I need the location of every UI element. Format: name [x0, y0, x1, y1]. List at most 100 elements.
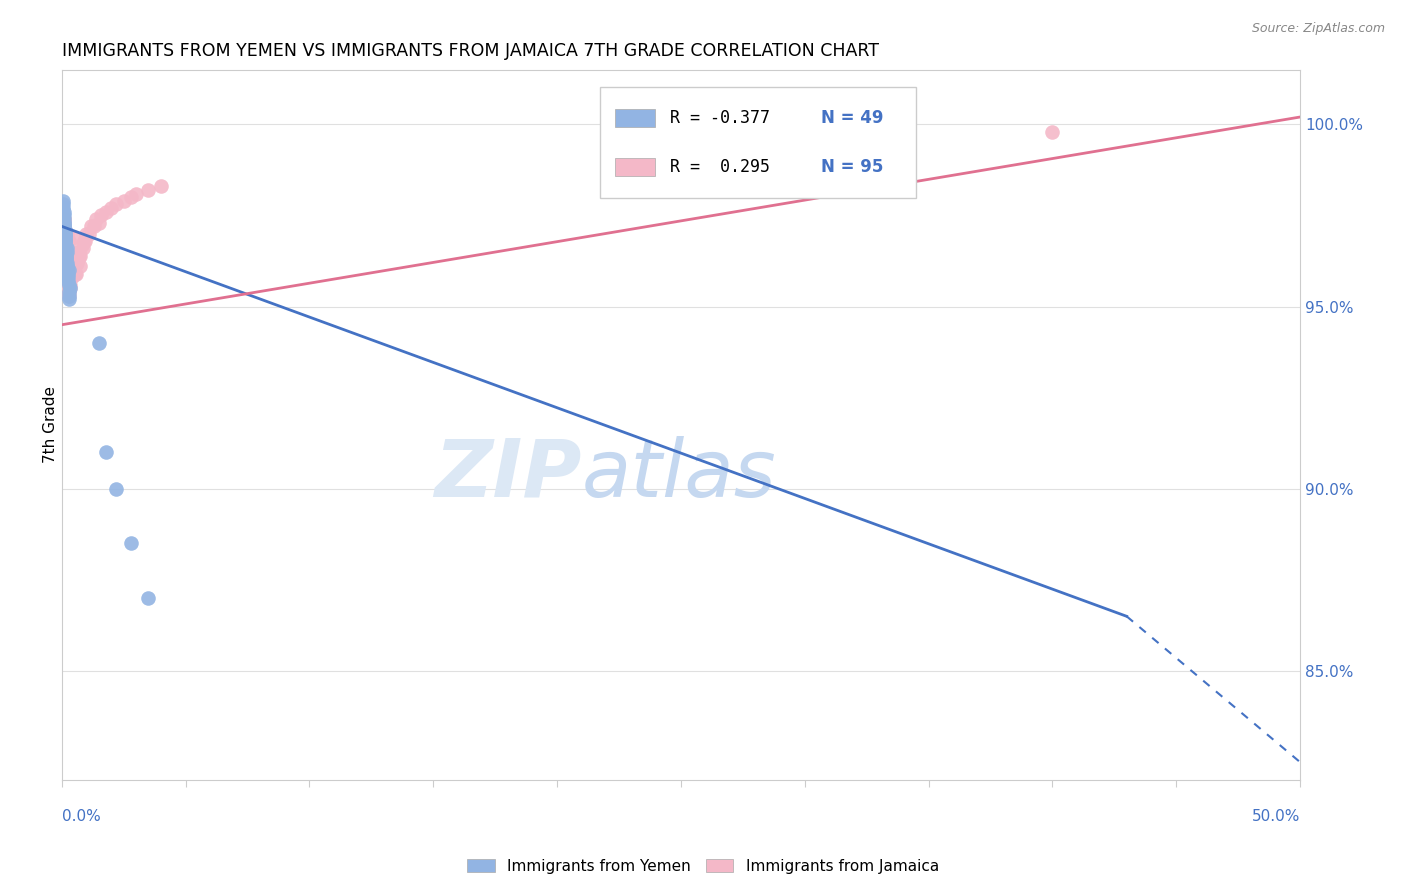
Point: [65, 267, 87, 281]
Point: [112, 194, 135, 208]
Point: [62, 260, 84, 274]
Text: N = 49: N = 49: [821, 109, 884, 128]
Point: [62, 263, 84, 277]
Point: [69, 260, 91, 274]
Point: [80, 219, 103, 234]
Point: [86, 212, 108, 227]
Point: [56, 270, 79, 285]
Point: [58, 248, 80, 262]
Point: [100, 201, 122, 215]
Point: [120, 190, 142, 204]
Point: [125, 186, 148, 201]
Point: [55, 237, 77, 252]
Point: [1040, 125, 1063, 139]
Point: [56, 274, 79, 288]
Point: [53, 223, 76, 237]
Point: [55, 244, 77, 259]
Point: [87, 336, 110, 351]
Point: [58, 288, 80, 302]
Point: [56, 263, 79, 277]
Y-axis label: 7th Grade: 7th Grade: [44, 386, 58, 464]
Point: [56, 248, 79, 262]
Point: [66, 252, 89, 267]
Point: [53, 216, 76, 230]
Point: [58, 263, 80, 277]
Point: [53, 234, 76, 248]
Point: [56, 267, 79, 281]
Point: [55, 234, 77, 248]
Point: [52, 216, 75, 230]
Point: [75, 234, 97, 248]
Point: [58, 270, 80, 285]
Point: [53, 234, 76, 248]
Point: [90, 209, 112, 223]
Point: [55, 230, 77, 244]
Point: [59, 256, 82, 270]
Point: [56, 256, 79, 270]
Point: [55, 237, 77, 252]
Point: [55, 234, 77, 248]
Point: [55, 252, 77, 267]
Point: [87, 216, 110, 230]
Text: R =  0.295: R = 0.295: [669, 158, 769, 176]
Point: [53, 212, 76, 227]
Point: [52, 194, 75, 208]
Point: [60, 270, 83, 285]
Text: ZIP: ZIP: [434, 435, 582, 514]
Point: [55, 248, 77, 262]
Point: [52, 219, 75, 234]
Text: 50.0%: 50.0%: [1251, 809, 1301, 824]
Point: [55, 234, 77, 248]
Point: [53, 230, 76, 244]
Point: [53, 223, 76, 237]
Point: [70, 237, 93, 252]
Point: [69, 248, 91, 262]
Point: [55, 248, 77, 262]
Point: [52, 212, 75, 227]
Point: [53, 223, 76, 237]
Point: [56, 267, 79, 281]
Point: [56, 274, 79, 288]
Point: [59, 281, 82, 295]
Point: [56, 260, 79, 274]
Point: [55, 252, 77, 267]
Point: [67, 248, 90, 262]
Point: [55, 256, 77, 270]
Point: [55, 227, 77, 241]
Point: [56, 270, 79, 285]
Point: [55, 237, 77, 252]
Point: [53, 227, 76, 241]
Point: [52, 209, 75, 223]
Point: [59, 281, 82, 295]
Point: [52, 216, 75, 230]
Point: [55, 241, 77, 255]
Point: [96, 204, 118, 219]
Point: [62, 252, 84, 267]
Point: [149, 179, 172, 194]
Point: [55, 252, 77, 267]
Point: [55, 244, 77, 259]
Point: [56, 244, 79, 259]
Point: [138, 591, 160, 605]
Text: R = -0.377: R = -0.377: [669, 109, 769, 128]
Point: [60, 263, 83, 277]
Point: [55, 256, 77, 270]
Text: N = 95: N = 95: [821, 158, 884, 176]
Point: [96, 445, 118, 459]
Point: [52, 212, 75, 227]
Text: 0.0%: 0.0%: [62, 809, 100, 824]
Point: [58, 270, 80, 285]
Point: [105, 482, 128, 496]
Point: [53, 223, 76, 237]
Point: [53, 227, 76, 241]
Point: [58, 281, 80, 295]
Point: [53, 223, 76, 237]
Point: [63, 256, 86, 270]
Point: [56, 270, 79, 285]
Point: [138, 183, 160, 197]
Point: [65, 260, 87, 274]
Point: [55, 248, 77, 262]
Point: [55, 248, 77, 262]
Text: IMMIGRANTS FROM YEMEN VS IMMIGRANTS FROM JAMAICA 7TH GRADE CORRELATION CHART: IMMIGRANTS FROM YEMEN VS IMMIGRANTS FROM…: [62, 42, 879, 60]
Text: Source: ZipAtlas.com: Source: ZipAtlas.com: [1251, 22, 1385, 36]
